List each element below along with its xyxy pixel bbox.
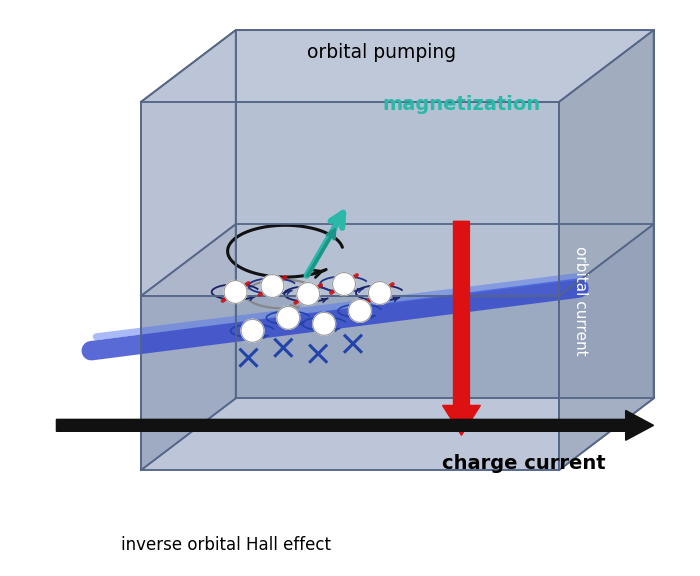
Circle shape <box>261 275 284 297</box>
Polygon shape <box>236 31 654 399</box>
Circle shape <box>277 306 300 329</box>
Text: orbital current: orbital current <box>573 246 589 356</box>
Circle shape <box>224 281 247 304</box>
Text: magnetization: magnetization <box>382 96 540 115</box>
Text: orbital pumping: orbital pumping <box>307 43 456 62</box>
Polygon shape <box>559 31 654 470</box>
Text: charge current: charge current <box>442 454 606 473</box>
Polygon shape <box>141 31 654 102</box>
Circle shape <box>368 282 391 305</box>
Polygon shape <box>559 224 654 470</box>
Polygon shape <box>141 224 236 470</box>
Polygon shape <box>559 31 654 296</box>
Polygon shape <box>141 31 236 470</box>
Polygon shape <box>141 296 559 470</box>
Polygon shape <box>141 102 559 296</box>
FancyArrow shape <box>57 411 654 440</box>
Circle shape <box>332 272 356 295</box>
FancyArrow shape <box>442 221 480 435</box>
Circle shape <box>241 319 264 342</box>
Text: inverse orbital Hall effect: inverse orbital Hall effect <box>120 536 330 554</box>
Circle shape <box>297 282 320 305</box>
Polygon shape <box>141 31 236 296</box>
Circle shape <box>313 312 335 335</box>
Circle shape <box>349 300 372 323</box>
